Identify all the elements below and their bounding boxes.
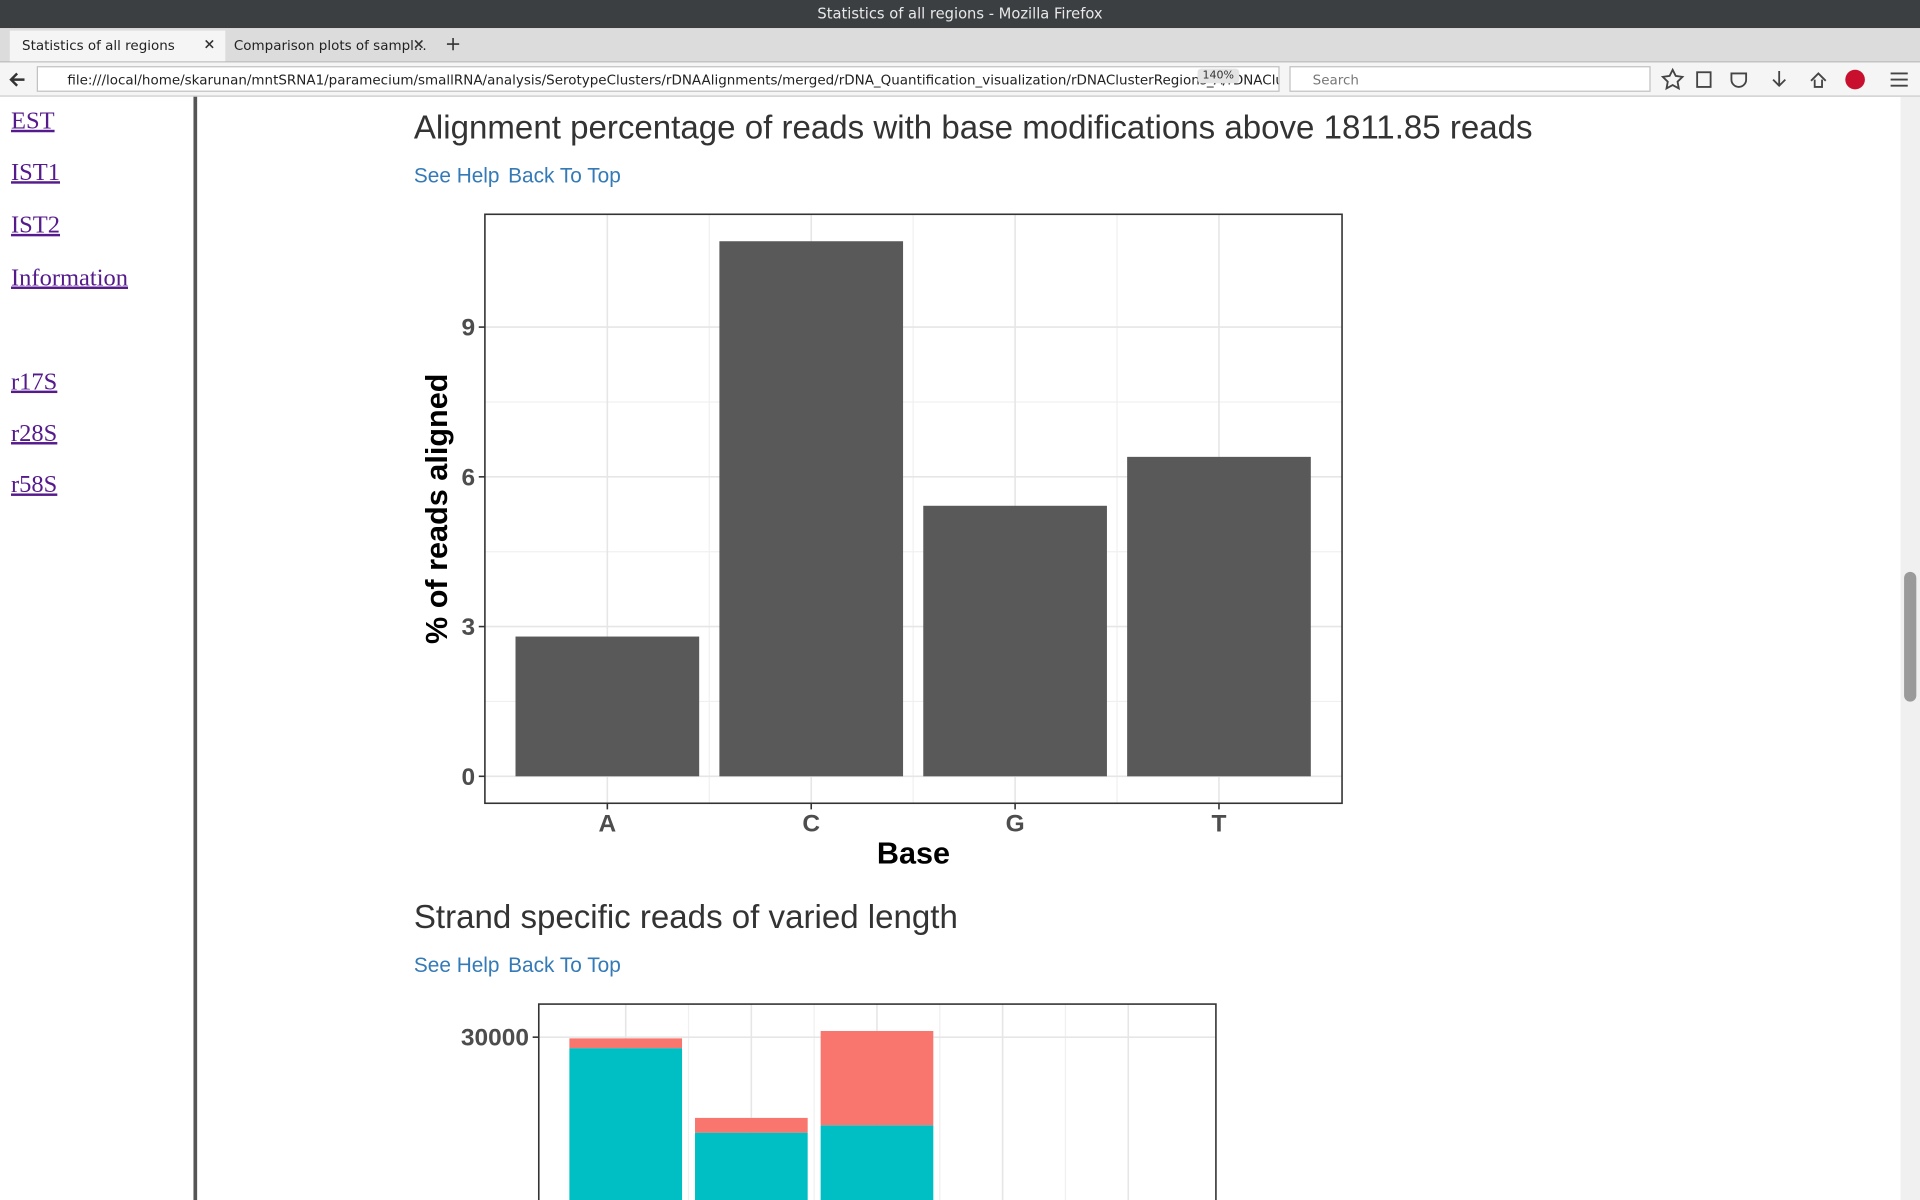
bar-segment	[569, 1038, 683, 1049]
sidebar-link[interactable]: Information	[11, 264, 128, 292]
scrollbar[interactable]	[1900, 96, 1920, 1200]
section-link[interactable]: Back To Top	[508, 164, 621, 188]
zoom-indicator[interactable]: 140%	[1197, 68, 1239, 84]
bar-segment	[695, 1117, 808, 1133]
plot-panel	[484, 214, 1343, 804]
sidebar	[0, 96, 198, 1200]
panel-border	[484, 213, 1343, 805]
bar	[515, 636, 700, 777]
tab-icons	[205, 37, 460, 51]
sidebar-link[interactable]: EST	[11, 107, 55, 135]
tab[interactable]: Comparison plots of sampl...	[233, 37, 427, 54]
window-title: Statistics of all regions - Mozilla Fire…	[0, 0, 1920, 29]
url-bar[interactable]: file:///local/home/skarunan/mntSRNA1/par…	[36, 66, 1280, 92]
section-heading: Alignment percentage of reads with base …	[413, 108, 1533, 146]
tab-bar: Statistics of all regions Comparison plo…	[0, 28, 1920, 63]
y-tick-label: 0	[461, 764, 475, 791]
search-box[interactable]: Search	[1289, 66, 1651, 92]
y-tick-label: 30000	[461, 1025, 529, 1052]
section-heading: Strand specific reads of varied length	[413, 898, 958, 936]
sidebar-link[interactable]: IST2	[11, 211, 60, 239]
back-button[interactable]	[5, 67, 32, 91]
bar-segment	[569, 1048, 683, 1200]
bar-segment	[820, 1030, 934, 1126]
y-tick-label: 9	[461, 315, 475, 342]
x-tick-label: C	[802, 810, 820, 837]
sidebar-link[interactable]: IST1	[11, 159, 60, 187]
toolbar-icons	[1660, 67, 1908, 91]
y-axis-title: % of reads aligned	[420, 374, 454, 644]
x-axis-title: Base	[877, 836, 950, 870]
sidebar-link[interactable]: r58S	[11, 471, 58, 499]
nav-bar: file:///local/home/skarunan/mntSRNA1/par…	[0, 62, 1920, 97]
panel-border	[537, 1003, 1217, 1200]
plot-panel	[538, 1004, 1216, 1200]
bar	[1127, 456, 1311, 777]
sidebar-link[interactable]: r28S	[11, 420, 58, 447]
x-tick-label: T	[1212, 810, 1227, 837]
x-tick-label: G	[1006, 810, 1025, 837]
sidebar-link[interactable]: r17S	[11, 368, 58, 396]
x-tick-label: A	[599, 810, 617, 837]
tab[interactable]: Statistics of all regions	[9, 30, 226, 62]
bar	[719, 241, 904, 777]
section-link[interactable]: See Help	[413, 164, 500, 188]
y-tick-label: 6	[461, 464, 475, 491]
bar-segment	[695, 1132, 808, 1200]
bar	[923, 505, 1107, 777]
bar-segment	[820, 1125, 934, 1200]
section-link[interactable]: Back To Top	[508, 953, 621, 978]
section-link[interactable]: See Help	[413, 953, 500, 978]
y-tick-label: 3	[461, 614, 475, 641]
